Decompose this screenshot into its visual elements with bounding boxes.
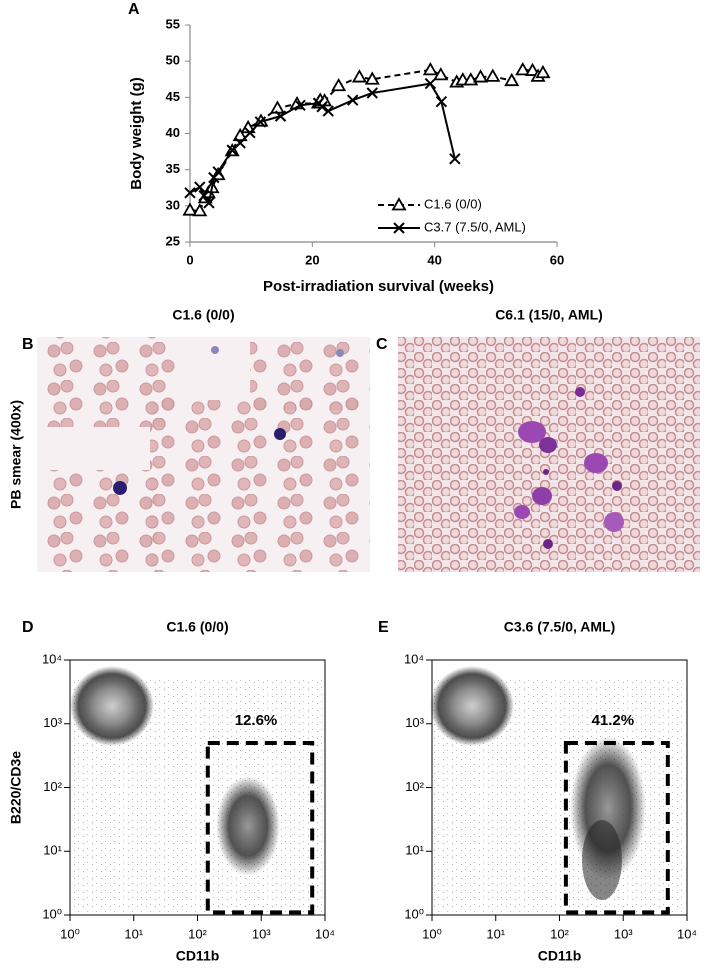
x-axis-label: CD11b [176, 948, 220, 964]
x-tick-label: 10³ [614, 926, 633, 941]
panel-label: D [22, 619, 34, 636]
marker [515, 62, 531, 76]
y-tick-label: 25 [166, 233, 180, 248]
x-tick-label: 10² [550, 926, 569, 941]
marker [274, 110, 287, 122]
panel-title: C1.6 (0/0) [172, 307, 234, 323]
panel-title: C6.1 (15/0, AML) [495, 307, 603, 323]
marker [435, 95, 448, 108]
legend-label: C1.6 (0/0) [424, 196, 482, 211]
marker [485, 68, 501, 82]
x-tick-label: 0 [186, 252, 193, 267]
marker [366, 87, 378, 99]
x-axis-label: CD11b [538, 948, 582, 964]
marker [203, 197, 215, 209]
y-tick-label: 10¹ [405, 843, 424, 858]
marker [535, 64, 551, 79]
gate [205, 740, 315, 915]
y-axis-label: B220/CD3e [8, 751, 24, 824]
marker [504, 72, 520, 87]
y-tick-label: 10¹ [43, 843, 62, 858]
panel-label: C [376, 336, 388, 353]
marker [331, 77, 347, 92]
marker [424, 77, 437, 90]
marker [294, 99, 306, 111]
marker [254, 116, 267, 128]
marker [234, 137, 246, 149]
x-tick-label: 10¹ [124, 926, 143, 941]
marker [212, 166, 224, 178]
x-tick-label: 10³ [252, 926, 271, 941]
marker [182, 202, 198, 216]
gate [563, 740, 670, 915]
y-tick-label: 10⁴ [42, 651, 62, 666]
marker [433, 67, 449, 81]
x-tick-label: 10⁴ [677, 926, 697, 941]
x-tick-label: 40 [427, 252, 441, 267]
y-tick-label: 55 [166, 16, 180, 31]
x-tick-label: 20 [305, 252, 319, 267]
flow-events [430, 666, 684, 913]
y-tick-label: 10⁰ [42, 906, 62, 921]
panel-label: B [22, 336, 34, 353]
legend-marker [391, 197, 407, 211]
marker [269, 100, 286, 114]
series-line [189, 82, 456, 206]
marker [192, 203, 208, 217]
x-tick-label: 10² [188, 926, 207, 941]
gate-label: 12.6% [235, 712, 278, 729]
marker [198, 189, 210, 202]
y-tick-label: 50 [166, 53, 180, 68]
marker [422, 62, 438, 76]
marker [346, 94, 359, 106]
panel-label: E [378, 619, 389, 636]
marker [364, 71, 380, 85]
y-tick-label: 10² [405, 779, 424, 794]
marker [351, 69, 367, 83]
smear-image [37, 337, 370, 572]
marker [322, 105, 334, 117]
y-tick-label: 10³ [405, 715, 424, 730]
smear-image [398, 337, 700, 572]
marker [232, 127, 248, 142]
panel-title: C1.6 (0/0) [166, 619, 228, 635]
legend-label: C3.7 (7.5/0, AML) [424, 219, 526, 234]
x-tick-label: 10⁴ [315, 926, 335, 941]
flow-events [70, 666, 322, 913]
legend-marker [393, 222, 405, 234]
y-tick-label: 45 [166, 89, 180, 104]
y-tick-label: 40 [166, 125, 180, 140]
y-axis-label: PB smear (400x) [8, 400, 24, 509]
y-tick-label: 35 [166, 161, 180, 176]
marker [472, 69, 489, 83]
marker [316, 101, 328, 113]
gate-label: 41.2% [592, 712, 635, 729]
x-axis-label: Post-irradiation survival (weeks) [263, 278, 494, 295]
y-tick-label: 10² [43, 779, 62, 794]
y-tick-label: 30 [166, 197, 180, 212]
marker [524, 62, 541, 76]
panel-title: C3.6 (7.5/0, AML) [504, 619, 616, 635]
y-tick-label: 10⁰ [404, 906, 424, 921]
marker [244, 127, 256, 139]
x-tick-label: 60 [550, 252, 564, 267]
marker [449, 153, 461, 165]
panel-label: A [128, 1, 140, 18]
marker [184, 187, 196, 199]
x-tick-label: 10¹ [486, 926, 505, 941]
x-tick-label: 10⁰ [60, 926, 80, 941]
x-tick-label: 10⁰ [422, 926, 442, 941]
marker [194, 181, 206, 193]
marker [208, 171, 220, 184]
y-axis-label: Body weight (g) [128, 77, 145, 190]
y-tick-label: 10⁴ [404, 651, 424, 666]
y-tick-label: 10³ [43, 715, 62, 730]
